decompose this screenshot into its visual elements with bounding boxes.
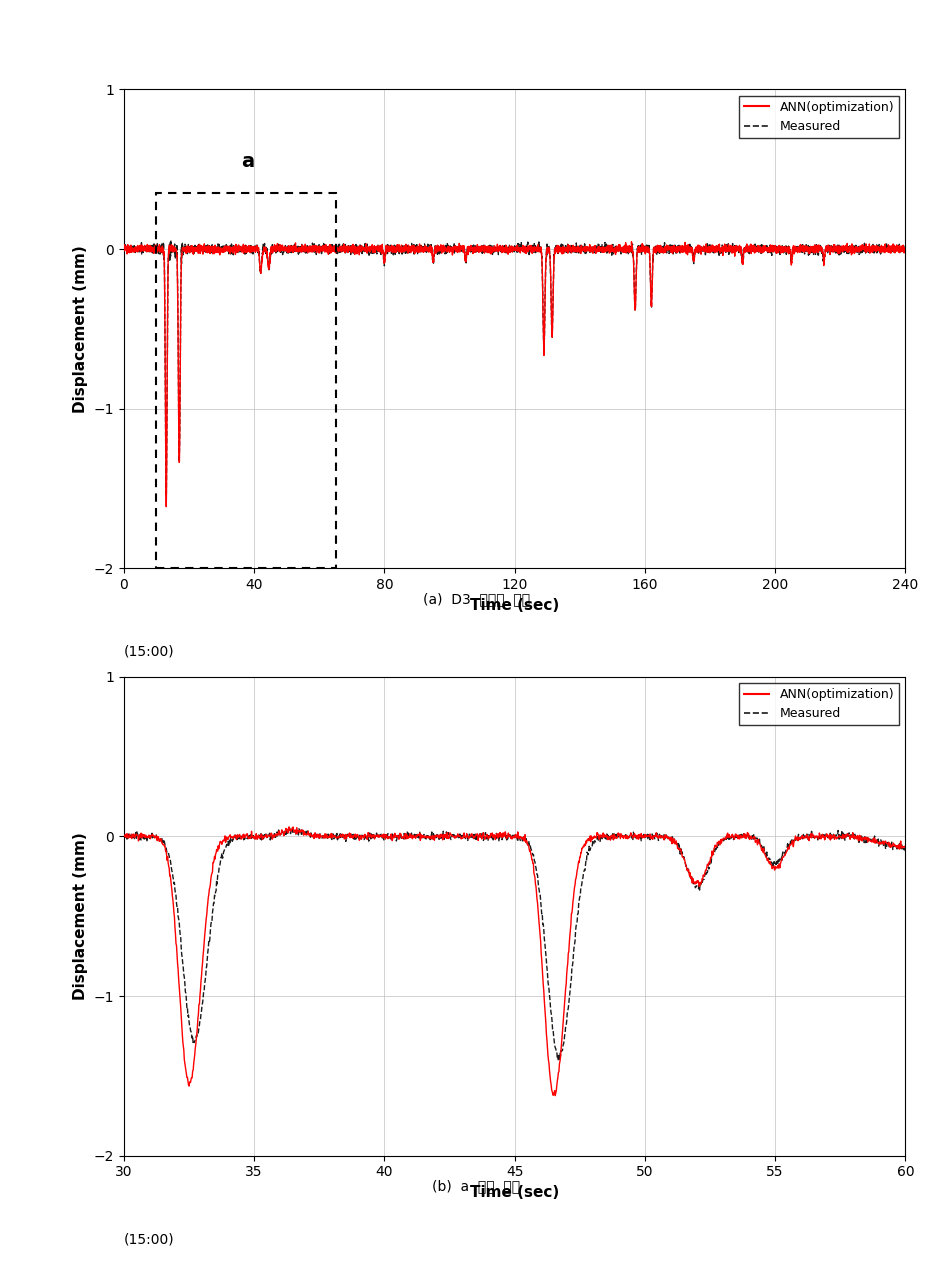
Text: (15:00): (15:00) xyxy=(124,645,174,659)
Y-axis label: Displacement (mm): Displacement (mm) xyxy=(73,245,88,412)
Text: (a)  D3  지점의  변위: (a) D3 지점의 변위 xyxy=(423,591,529,605)
Y-axis label: Displacement (mm): Displacement (mm) xyxy=(73,833,88,1000)
Text: (b)  a  구역  확대: (b) a 구역 확대 xyxy=(432,1179,520,1193)
X-axis label: Time (sec): Time (sec) xyxy=(469,598,559,613)
Legend: ANN(optimization), Measured: ANN(optimization), Measured xyxy=(739,683,898,725)
Text: a: a xyxy=(241,152,254,171)
X-axis label: Time (sec): Time (sec) xyxy=(469,1185,559,1200)
Text: (15:00): (15:00) xyxy=(124,1232,174,1246)
Bar xyxy=(156,193,335,568)
Legend: ANN(optimization), Measured: ANN(optimization), Measured xyxy=(739,96,898,138)
